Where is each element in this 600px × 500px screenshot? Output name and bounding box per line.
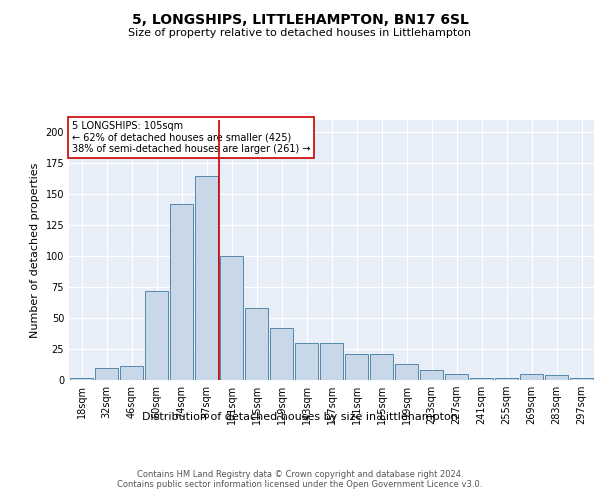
Bar: [70, 378, 93, 380]
Bar: [95, 368, 118, 380]
Bar: [245, 308, 268, 380]
Bar: [120, 366, 143, 380]
Bar: [520, 374, 543, 380]
Bar: [295, 343, 318, 380]
Bar: [495, 378, 518, 380]
Bar: [170, 204, 193, 380]
Bar: [270, 328, 293, 380]
Bar: [545, 375, 568, 380]
Bar: [420, 370, 443, 380]
Text: 5, LONGSHIPS, LITTLEHAMPTON, BN17 6SL: 5, LONGSHIPS, LITTLEHAMPTON, BN17 6SL: [131, 12, 469, 26]
Text: Distribution of detached houses by size in Littlehampton: Distribution of detached houses by size …: [142, 412, 458, 422]
Text: 5 LONGSHIPS: 105sqm
← 62% of detached houses are smaller (425)
38% of semi-detac: 5 LONGSHIPS: 105sqm ← 62% of detached ho…: [71, 122, 310, 154]
Bar: [470, 378, 493, 380]
Bar: [320, 343, 343, 380]
Bar: [370, 354, 393, 380]
Bar: [395, 364, 418, 380]
Bar: [145, 291, 168, 380]
Bar: [195, 176, 218, 380]
Text: Contains HM Land Registry data © Crown copyright and database right 2024.
Contai: Contains HM Land Registry data © Crown c…: [118, 470, 482, 490]
Text: Size of property relative to detached houses in Littlehampton: Size of property relative to detached ho…: [128, 28, 472, 38]
Bar: [445, 374, 468, 380]
Bar: [345, 354, 368, 380]
Y-axis label: Number of detached properties: Number of detached properties: [30, 162, 40, 338]
Bar: [220, 256, 243, 380]
Bar: [570, 378, 593, 380]
